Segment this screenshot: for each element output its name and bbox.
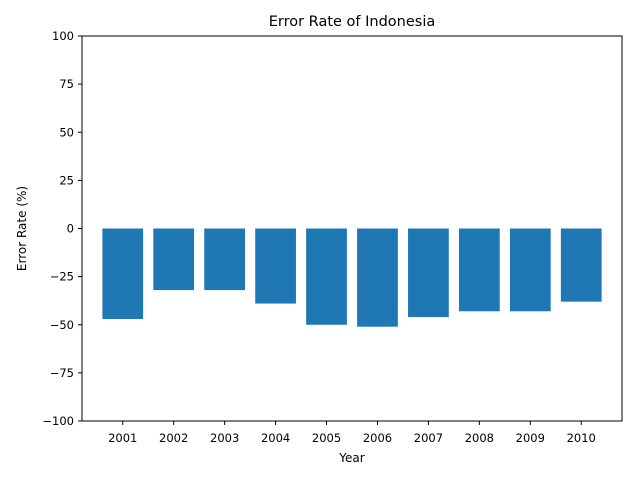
bar-2002 <box>153 228 195 291</box>
y-tick-label-50: 50 <box>59 125 74 139</box>
y-tick-label--25: −25 <box>50 270 74 284</box>
bar-2008 <box>458 228 500 312</box>
y-tick-label--75: −75 <box>50 366 74 380</box>
x-tick-label-2008: 2008 <box>465 431 494 445</box>
y-tick-label-75: 75 <box>59 77 74 91</box>
x-tick-label-2004: 2004 <box>261 431 290 445</box>
x-tick-label-2007: 2007 <box>414 431 443 445</box>
y-axis-label: Error Rate (%) <box>15 186 29 271</box>
x-tick-label-2003: 2003 <box>210 431 239 445</box>
bar-2009 <box>509 228 551 312</box>
bar-2004 <box>255 228 296 304</box>
x-axis-label: Year <box>338 451 364 465</box>
bar-2010 <box>560 228 602 302</box>
bar-2001 <box>102 228 144 319</box>
x-tick-label-2002: 2002 <box>159 431 188 445</box>
bar-2007 <box>408 228 449 318</box>
plot-frame <box>81 35 623 422</box>
bar-2006 <box>357 228 398 327</box>
x-tick-label-2009: 2009 <box>516 431 545 445</box>
y-tick-label-25: 25 <box>59 173 74 187</box>
y-axis: −100 −75 −50 −25 0 25 50 75 100 <box>42 29 82 428</box>
bar-2005 <box>306 228 347 325</box>
y-tick-label-0: 0 <box>67 222 74 236</box>
y-tick-label-100: 100 <box>52 29 74 43</box>
y-tick-label--100: −100 <box>42 414 74 428</box>
y-tick-label--50: −50 <box>50 318 74 332</box>
x-tick-label-2010: 2010 <box>567 431 596 445</box>
x-axis: 2001 2002 2003 2004 2005 2006 2007 2008 2009 2010 <box>108 421 596 445</box>
x-tick-label-2001: 2001 <box>108 431 137 445</box>
x-tick-label-2005: 2005 <box>312 431 341 445</box>
chart-title: Error Rate of Indonesia <box>269 14 436 30</box>
bars-group <box>102 228 602 327</box>
x-tick-label-2006: 2006 <box>363 431 392 445</box>
bar-2003 <box>204 228 246 291</box>
